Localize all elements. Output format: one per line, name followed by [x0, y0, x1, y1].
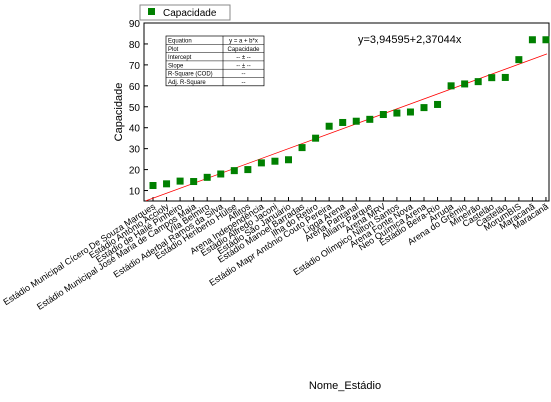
data-point — [271, 157, 279, 165]
data-point — [420, 104, 428, 112]
y-tick-label: 90 — [129, 19, 141, 30]
data-point — [461, 80, 469, 88]
legend: Capacidade — [139, 4, 231, 21]
data-point — [203, 173, 211, 181]
data-point — [406, 108, 414, 116]
data-point — [501, 73, 509, 81]
y-axis: 10 20 30 40 50 60 70 80 90 — [129, 19, 148, 198]
y-tick-label: 10 — [129, 187, 141, 198]
data-point — [217, 170, 225, 178]
data-point — [528, 36, 536, 44]
data-point — [163, 180, 171, 188]
data-point — [244, 166, 252, 174]
data-point — [515, 56, 523, 64]
y-tick-label: 50 — [129, 103, 141, 114]
y-tick-label: 40 — [129, 124, 141, 135]
data-point — [488, 74, 496, 82]
stats-row-label: Plot — [168, 47, 179, 53]
legend-marker — [148, 8, 155, 15]
stats-row-value: Capacidade — [227, 47, 260, 53]
data-point — [352, 117, 360, 125]
data-point — [393, 109, 401, 117]
x-axis-title: Nome_Estádio — [309, 380, 381, 392]
data-point — [474, 78, 482, 86]
stats-row-label: R-Square (COD) — [168, 72, 213, 78]
stats-row-value: y = a + b*x — [229, 39, 258, 45]
data-point — [149, 182, 157, 190]
stats-row-value: -- — [242, 72, 246, 78]
y-tick-label: 70 — [129, 61, 141, 72]
stats-row-label: Adj. R-Square — [168, 80, 206, 86]
legend-box — [139, 4, 231, 21]
data-point — [542, 36, 550, 44]
x-tick-label: Estádio Municipal José Maria de Campos M… — [35, 201, 198, 312]
stats-row-label: Slope — [168, 63, 184, 69]
stats-row-value: -- ± -- — [236, 63, 251, 69]
legend-label: Capacidade — [163, 8, 217, 19]
data-point — [230, 167, 238, 175]
stats-row-label: Equation — [168, 39, 192, 45]
y-tick-label: 30 — [129, 145, 141, 156]
data-point — [285, 156, 292, 164]
y-tick-label: 80 — [129, 40, 141, 51]
data-point — [447, 82, 455, 90]
data-point — [366, 115, 374, 123]
data-point — [176, 177, 184, 185]
plot-frame — [143, 22, 550, 202]
x-tick-label: Estádio Municipal Cícero De Souza Marque… — [1, 201, 157, 307]
y-tick-label: 60 — [129, 82, 141, 93]
data-point — [379, 111, 387, 119]
fit-equation: y=3,94595+2,37044x — [358, 34, 462, 46]
data-point — [190, 178, 198, 186]
data-point — [339, 118, 347, 126]
y-axis-title: Capacidade — [113, 83, 125, 142]
data-point — [434, 100, 442, 108]
x-axis: Estádio Municipal Cícero De Souza Marque… — [1, 197, 550, 312]
stats-row-value: -- ± -- — [236, 55, 251, 61]
stats-table: Equation y = a + b*x Plot Capacidade Interce… — [165, 35, 265, 87]
data-point — [312, 134, 320, 142]
data-point — [325, 122, 333, 130]
y-tick-label: 20 — [129, 166, 141, 177]
data-points — [149, 36, 550, 190]
stats-row-value: -- — [242, 80, 246, 86]
data-point — [257, 159, 265, 167]
data-point — [298, 144, 306, 152]
stats-row-label: Intercept — [168, 55, 192, 61]
